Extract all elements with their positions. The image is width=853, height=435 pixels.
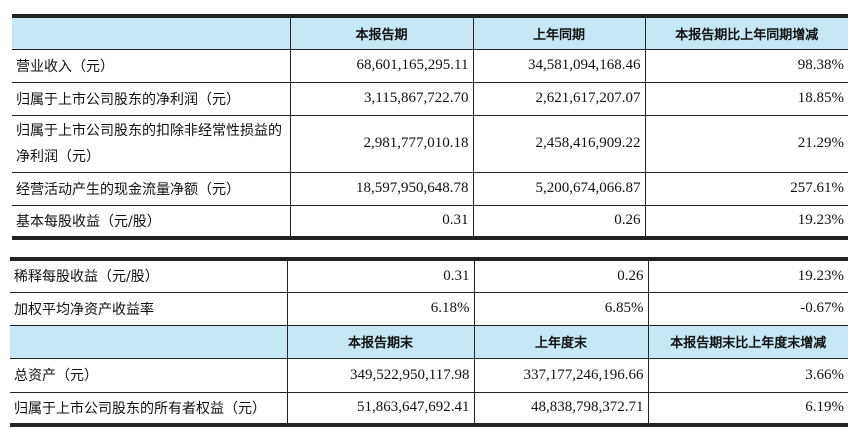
- row-label: 营业收入（元）: [12, 48, 291, 83]
- table-row: 经营活动产生的现金流量净额（元） 18,597,950,648.78 5,200…: [12, 171, 848, 206]
- row-label: 归属于上市公司股东的净利润（元）: [12, 81, 291, 116]
- row-label: 稀释每股收益（元/股）: [10, 258, 288, 293]
- current-value: 0.31: [286, 258, 475, 293]
- change-value: 21.29%: [644, 114, 848, 173]
- header-cell: [12, 15, 291, 50]
- current-value: 3,115,867,722.70: [289, 81, 474, 116]
- header-cell: 上年同期: [472, 15, 646, 50]
- change-value: 6.19%: [647, 391, 848, 426]
- table-header-row: 本报告期 上年同期 本报告期比上年同期增减: [12, 15, 848, 50]
- row-label: 基本每股收益（元/股）: [12, 204, 291, 239]
- header-cell: 本报告期末比上年度末增减: [647, 324, 848, 359]
- current-value: 349,522,950,117.98: [286, 357, 475, 393]
- row-label: 总资产（元）: [10, 357, 288, 393]
- row-label: 经营活动产生的现金流量净额（元）: [12, 171, 291, 206]
- change-value: 98.38%: [644, 48, 848, 83]
- prior-value: 6.85%: [473, 291, 649, 326]
- table-row: 稀释每股收益（元/股） 0.31 0.26 19.23%: [10, 258, 848, 293]
- current-value: 68,601,165,295.11: [289, 48, 474, 83]
- change-value: 19.23%: [647, 258, 848, 293]
- header-cell: [10, 324, 288, 359]
- prior-value: 48,838,798,372.71: [473, 391, 649, 426]
- change-value: 18.85%: [644, 81, 848, 116]
- current-value: 0.31: [289, 204, 474, 239]
- table-row: 基本每股收益（元/股） 0.31 0.26 19.23%: [12, 204, 848, 239]
- table-header-row: 本报告期末 上年度末 本报告期末比上年度末增减: [10, 324, 848, 359]
- financial-summary-table-2: 稀释每股收益（元/股） 0.31 0.26 19.23% 加权平均净资产收益率 …: [10, 257, 848, 427]
- row-label: 加权平均净资产收益率: [10, 291, 288, 326]
- header-cell: 上年度末: [473, 324, 649, 359]
- prior-value: 0.26: [472, 204, 646, 239]
- current-value: 51,863,647,692.41: [286, 391, 475, 426]
- current-value: 18,597,950,648.78: [289, 171, 474, 206]
- prior-value: 2,458,416,909.22: [472, 114, 646, 173]
- prior-value: 34,581,094,168.46: [472, 48, 646, 83]
- prior-value: 0.26: [473, 258, 649, 293]
- financial-summary-table-1: 本报告期 上年同期 本报告期比上年同期增减 营业收入（元） 68,601,165…: [12, 14, 848, 240]
- current-value: 2,981,777,010.18: [289, 114, 474, 173]
- table-row: 加权平均净资产收益率 6.18% 6.85% -0.67%: [10, 291, 848, 326]
- table-row: 归属于上市公司股东的净利润（元） 3,115,867,722.70 2,621,…: [12, 81, 848, 116]
- prior-value: 337,177,246,196.66: [473, 357, 649, 393]
- table-row: 总资产（元） 349,522,950,117.98 337,177,246,19…: [10, 357, 848, 393]
- current-value: 6.18%: [286, 291, 475, 326]
- change-value: 257.61%: [644, 171, 848, 206]
- header-cell: 本报告期末: [286, 324, 475, 359]
- header-cell: 本报告期比上年同期增减: [644, 15, 848, 50]
- prior-value: 5,200,674,066.87: [472, 171, 646, 206]
- change-value: -0.67%: [647, 291, 848, 326]
- table-row: 归属于上市公司股东的所有者权益（元） 51,863,647,692.41 48,…: [10, 391, 848, 426]
- table-row: 归属于上市公司股东的扣除非经常性损益的净利润（元） 2,981,777,010.…: [12, 114, 848, 173]
- table-row: 营业收入（元） 68,601,165,295.11 34,581,094,168…: [12, 48, 848, 83]
- header-cell: 本报告期: [289, 15, 474, 50]
- row-label: 归属于上市公司股东的扣除非经常性损益的净利润（元）: [12, 114, 291, 173]
- change-value: 19.23%: [644, 204, 848, 239]
- prior-value: 2,621,617,207.07: [472, 81, 646, 116]
- change-value: 3.66%: [647, 357, 848, 393]
- row-label: 归属于上市公司股东的所有者权益（元）: [10, 391, 288, 426]
